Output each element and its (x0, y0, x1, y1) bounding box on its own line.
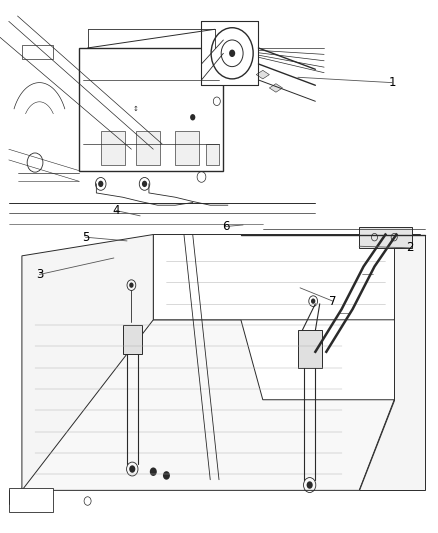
Bar (123, 325, 142, 354)
Polygon shape (269, 84, 283, 92)
Text: 7: 7 (329, 295, 337, 308)
Bar (175, 131, 199, 165)
Polygon shape (153, 235, 420, 320)
Polygon shape (359, 235, 425, 490)
Polygon shape (22, 320, 394, 490)
Text: 5: 5 (82, 231, 89, 244)
Circle shape (129, 465, 135, 473)
Circle shape (150, 467, 157, 476)
Circle shape (98, 181, 103, 187)
Circle shape (142, 181, 147, 187)
Bar (22, 45, 53, 59)
Bar (298, 330, 322, 368)
Circle shape (163, 471, 170, 480)
Bar (79, 48, 223, 171)
Text: 3: 3 (36, 268, 43, 281)
Text: 1: 1 (388, 76, 396, 89)
Bar (9, 488, 53, 512)
Bar (201, 21, 258, 85)
Bar (101, 131, 125, 165)
Text: 2: 2 (406, 241, 413, 254)
Circle shape (190, 114, 195, 120)
Text: 4: 4 (112, 204, 120, 217)
Polygon shape (22, 235, 153, 490)
Text: 6: 6 (222, 220, 230, 233)
Circle shape (311, 298, 315, 304)
Circle shape (129, 282, 134, 288)
Bar (206, 144, 219, 165)
Circle shape (229, 50, 235, 57)
Bar (359, 227, 412, 248)
Bar (136, 131, 160, 165)
Circle shape (307, 481, 313, 489)
Text: ↕: ↕ (133, 106, 139, 112)
Polygon shape (256, 70, 269, 79)
